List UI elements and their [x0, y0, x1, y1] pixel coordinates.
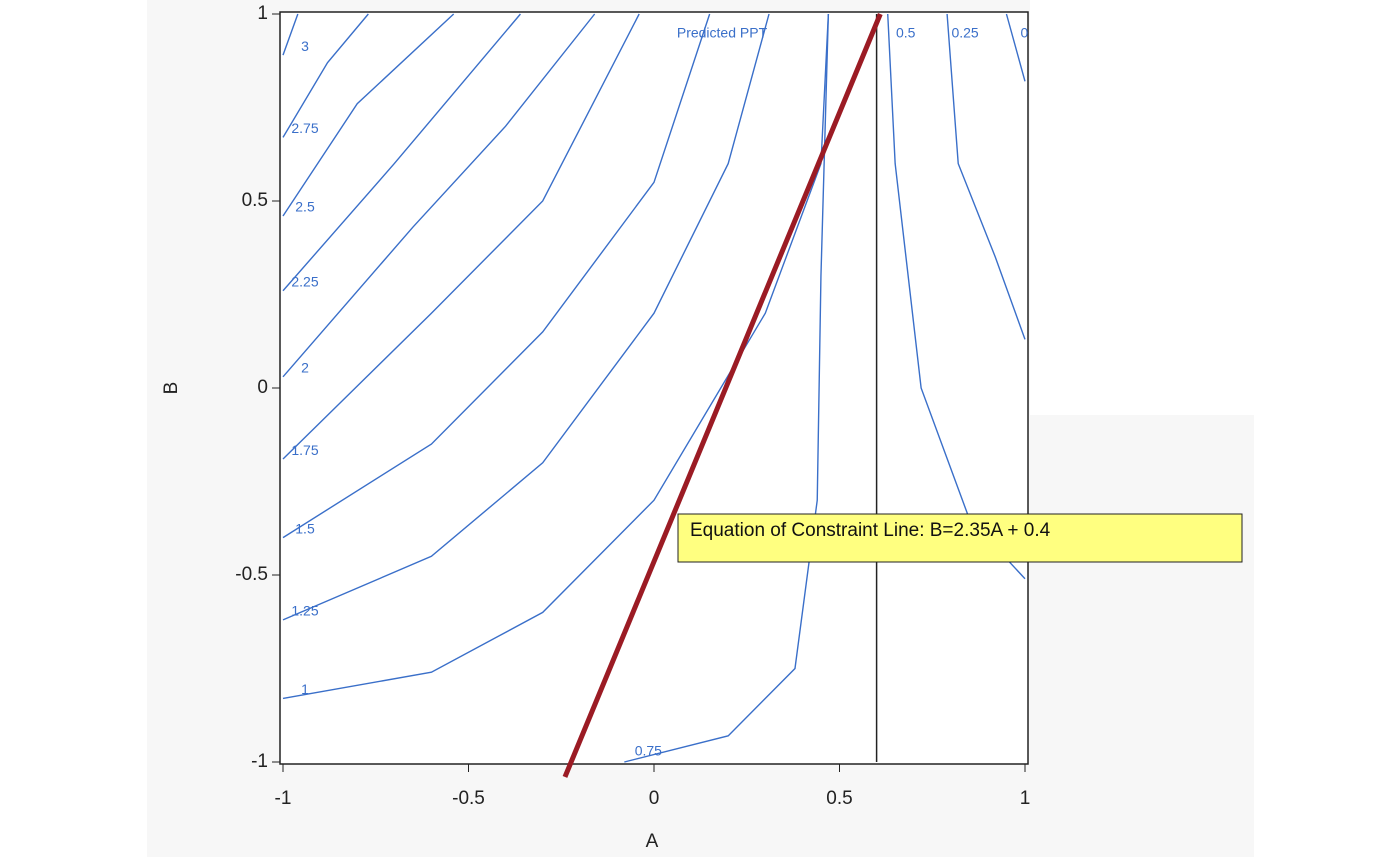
panel-background [1030, 415, 1254, 857]
y-tick-label: 0 [257, 377, 268, 398]
contour-line [1005, 13, 1026, 82]
contour-line [282, 13, 596, 378]
x-tick-label: -1 [275, 788, 292, 809]
contour-label: 2.75 [291, 120, 318, 136]
y-tick-label: -1 [251, 751, 268, 772]
x-tick-label: 0.5 [826, 788, 852, 809]
plot: 3 2.75 2.5 2.25 2 1.75 1.5 1.25 1 0.75 0.5 0.25 0 [282, 13, 1029, 778]
contour-line [282, 13, 521, 292]
annotation: Equation of Constraint Line: B=2.35A + 0… [690, 520, 1051, 541]
y-tick-label: 1 [257, 3, 268, 24]
contour-label: 2.5 [295, 199, 315, 215]
contour-label: 2.25 [291, 273, 318, 289]
contour-line [624, 13, 830, 763]
y-axis-label: B [161, 382, 182, 395]
x-tick-label: 1 [1020, 788, 1031, 809]
contour-label: 3 [301, 38, 309, 54]
contour-label: 0.75 [635, 743, 662, 759]
contour-line [282, 13, 455, 217]
contour-label: 1.75 [291, 442, 318, 458]
annotation-box [677, 513, 1243, 563]
x-tick-label: 0 [649, 788, 660, 809]
contour-line [282, 13, 369, 138]
contour-line [282, 13, 299, 56]
constraint-line [562, 13, 883, 778]
plot-area [279, 11, 1029, 765]
contour-line [282, 13, 770, 621]
contour-line [282, 13, 711, 539]
contour-line [946, 13, 1026, 340]
contour-label: 2 [301, 359, 309, 375]
contour-label: 1 [301, 681, 309, 697]
contour-label: 0.25 [951, 25, 978, 41]
x-axis-label: A [646, 831, 659, 852]
contour-label: 0 [1021, 25, 1029, 41]
contour-label: 1.25 [291, 603, 318, 619]
contour-label: 0.5 [896, 25, 916, 41]
plot-title: Predicted PPT [677, 25, 768, 41]
x-tick-label: -0.5 [452, 788, 485, 809]
contour-label: 1.5 [295, 520, 315, 536]
y-tick-label: 0.5 [242, 190, 268, 211]
contour-line [282, 13, 640, 460]
y-tick-label: -0.5 [235, 564, 268, 585]
